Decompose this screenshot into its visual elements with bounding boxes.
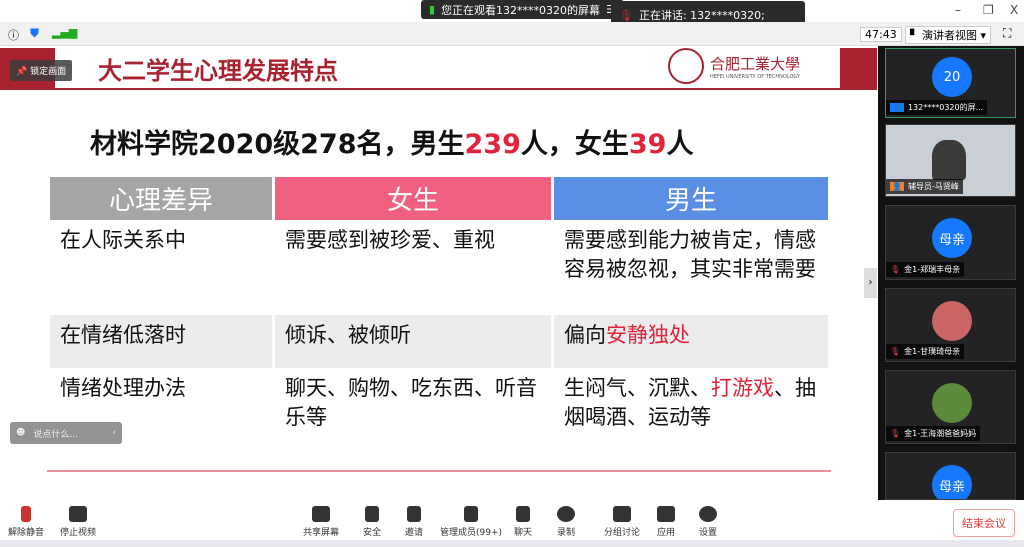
avatar bbox=[932, 301, 972, 341]
view-label: 演讲者视图 bbox=[921, 29, 977, 42]
unmute-button[interactable]: 解除静音 bbox=[8, 506, 44, 538]
shield-icon[interactable]: ⛊ bbox=[30, 26, 40, 40]
avatar bbox=[932, 383, 972, 423]
bottom-toolbar: 解除静音 停止视频 共享屏幕 安全 邀请 管理成员(99+) 聊天 录制 分组讨… bbox=[0, 500, 1024, 540]
table-row: 情绪处理办法 聊天、购物、吃东西、听音乐等 生闷气、沉默、打游戏、抽烟喝酒、运动等 bbox=[60, 376, 816, 429]
university-logo: 合肥工業大學 HEFEI UNIVERSITY OF TECHNOLOGY bbox=[668, 48, 800, 84]
slide-header-band bbox=[0, 48, 877, 90]
screen-icon: ▮ bbox=[429, 3, 436, 16]
slide-headline: 材料学院2020级278名，男生239人，女生39人 bbox=[90, 129, 694, 160]
watching-text: 您正在观看132****0320的屏幕 bbox=[441, 3, 601, 17]
participant-tile[interactable]: 母亲 🎙 金1-郑瑞丰母亲 bbox=[885, 205, 1016, 280]
signal-icon[interactable]: ▂▄▆ bbox=[52, 26, 78, 39]
restore-icon[interactable]: ❐ bbox=[983, 3, 994, 17]
taskbar-strip bbox=[0, 540, 1024, 547]
breakout-button[interactable]: 分组讨论 bbox=[604, 506, 640, 538]
shared-slide: 📌 锁定画面 大二学生心理发展特点 合肥工業大學 HEFEI UNIVERSITY… bbox=[0, 46, 877, 500]
header-male: 男生 bbox=[554, 177, 828, 220]
timer: 47:43 bbox=[860, 27, 902, 42]
lock-view-button[interactable]: 📌 锁定画面 bbox=[10, 60, 73, 81]
invite-button[interactable]: 邀请 bbox=[405, 506, 423, 538]
manage-members-button[interactable]: 管理成员(99+) bbox=[440, 506, 502, 538]
security-button[interactable]: 安全 bbox=[363, 506, 381, 538]
participant-tile[interactable]: 👤 辅导员-马贤峰 bbox=[885, 124, 1016, 197]
share-screen-button[interactable]: 共享屏幕 bbox=[303, 506, 339, 538]
participant-tile[interactable]: 🎙 金1-王海潮爸爸妈妈 bbox=[885, 370, 1016, 444]
info-icon[interactable]: ⓘ bbox=[8, 29, 19, 42]
chat-input[interactable]: ☻ 说点什么... ‹ bbox=[10, 422, 122, 444]
chat-button[interactable]: 聊天 bbox=[514, 506, 532, 538]
participant-panel: 20 👤 132****0320的屏... 👤 辅导员-马贤峰 母亲 🎙 金1-郑瑞丰母亲… bbox=[878, 46, 1024, 500]
emoji-icon[interactable]: ☻ bbox=[16, 428, 26, 438]
divider bbox=[47, 470, 831, 472]
lock-label: 锁定画面 bbox=[30, 67, 67, 77]
settings-button[interactable]: 设置 bbox=[699, 506, 717, 538]
close-icon[interactable]: X bbox=[1010, 3, 1019, 17]
meeting-toolbar: ⓘ ⛊ ▂▄▆ 47:43 ▘ 演讲者视图 ▾ ⛶ bbox=[0, 22, 1024, 46]
record-button[interactable]: 录制 bbox=[557, 506, 575, 538]
speaking-text: 正在讲话: 132****0320; bbox=[638, 9, 765, 22]
fullscreen-icon[interactable]: ⛶ bbox=[1003, 26, 1012, 40]
participant-tile[interactable]: 🎙 金1-甘璞琦母亲 bbox=[885, 288, 1016, 362]
table-row: 在人际关系中 需要感到被珍爱、重视 需要感到能力被肯定，情感容易被忽视，其实非常需要 bbox=[60, 228, 816, 281]
video-feed bbox=[932, 140, 966, 180]
header-difference: 心理差异 bbox=[50, 177, 272, 220]
title-bar: ▮您正在观看132****0320的屏幕☰ 🎙正在讲话: 132****0320… bbox=[0, 0, 1024, 29]
panel-toggle[interactable]: › bbox=[864, 268, 877, 298]
slide-title: 大二学生心理发展特点 bbox=[98, 57, 338, 85]
stop-video-button[interactable]: 停止视频 bbox=[60, 506, 96, 538]
view-selector[interactable]: ▘ 演讲者视图 ▾ bbox=[905, 26, 991, 44]
collapse-icon[interactable]: ‹ bbox=[112, 428, 116, 438]
mic-muted-icon: 🎙 bbox=[619, 8, 633, 22]
seal-icon bbox=[668, 48, 704, 84]
minimize-icon[interactable]: – bbox=[955, 3, 961, 17]
participant-tile[interactable]: 20 👤 132****0320的屏... bbox=[885, 48, 1016, 118]
end-meeting-button[interactable]: 结束会议 bbox=[953, 509, 1015, 537]
header-female: 女生 bbox=[275, 177, 551, 220]
watching-banner[interactable]: ▮您正在观看132****0320的屏幕☰ bbox=[421, 0, 624, 19]
apps-button[interactable]: 应用 bbox=[657, 506, 675, 538]
table-row: 在情绪低落时 倾诉、被倾听 偏向安静独处 bbox=[50, 315, 828, 368]
participant-tile[interactable]: 母亲 bbox=[885, 452, 1016, 500]
comparison-table: 心理差异 女生 男生 在人际关系中 需要感到被珍爱、重视 需要感到能力被肯定，情感容易被… bbox=[47, 177, 831, 440]
